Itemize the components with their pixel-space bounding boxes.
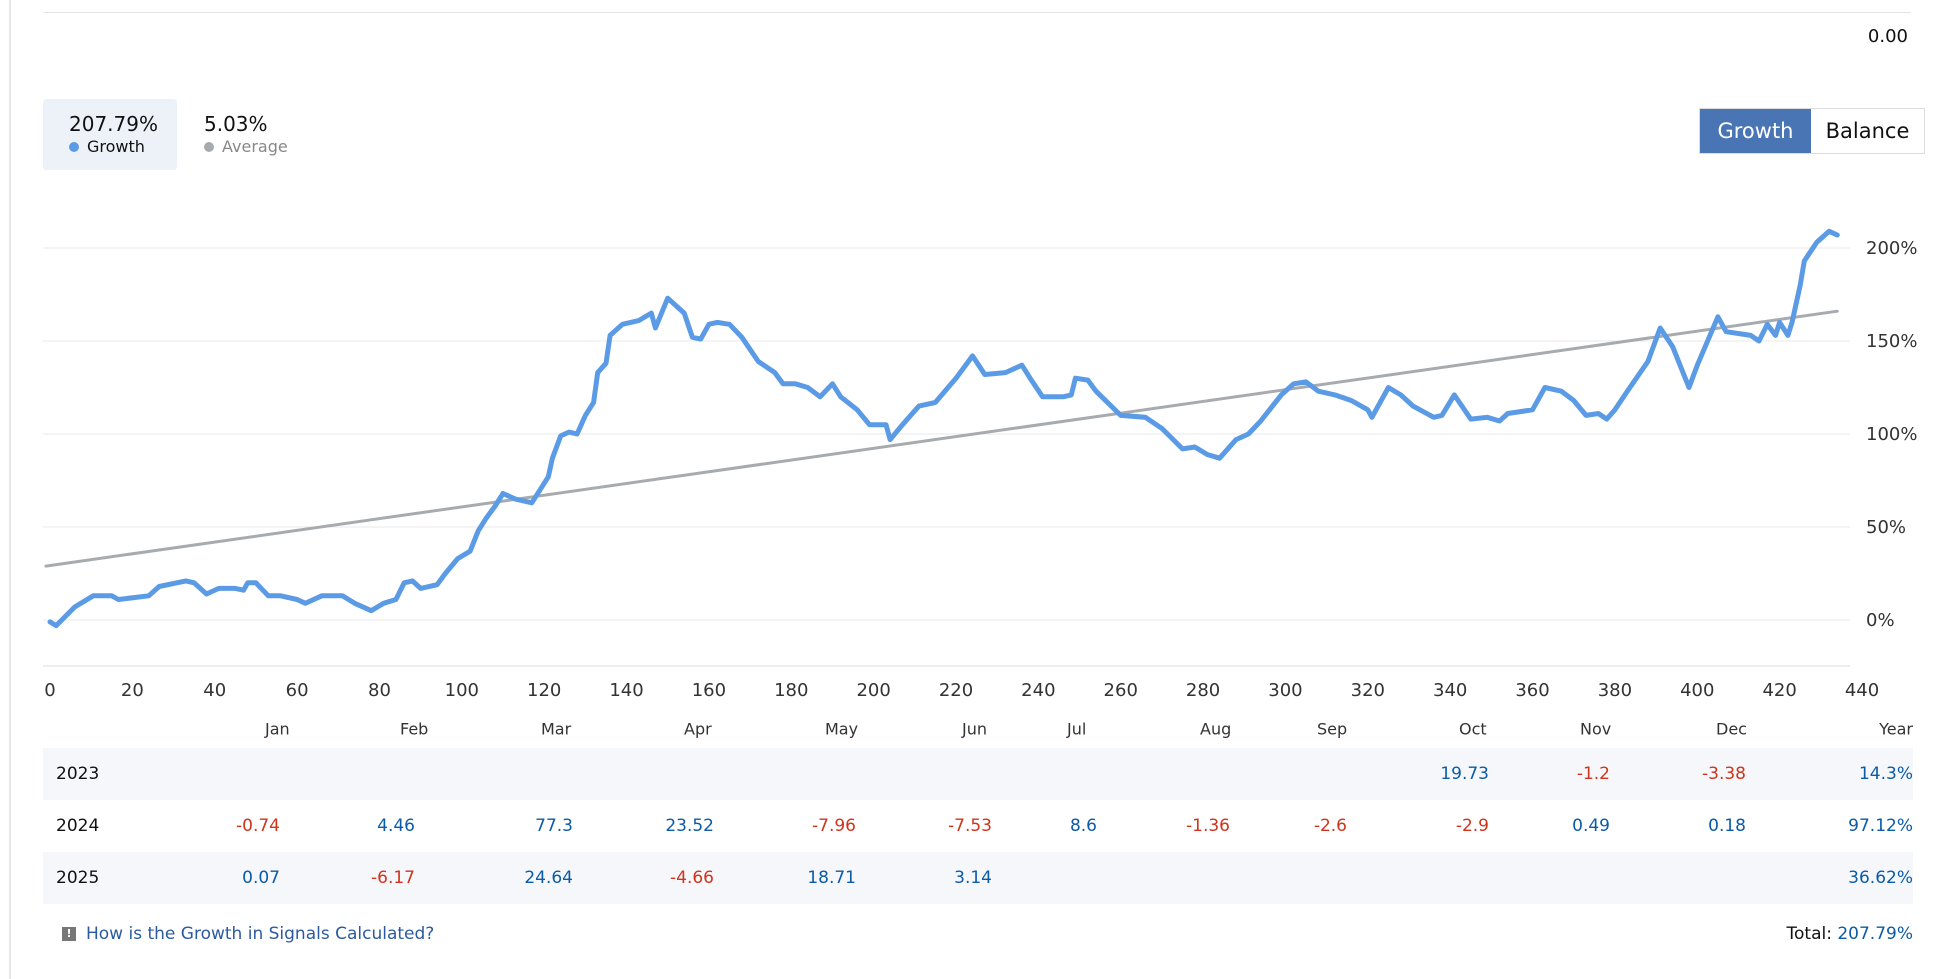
x-tick-label: 240 xyxy=(1021,680,1055,701)
x-tick-label: 380 xyxy=(1598,680,1632,701)
growth-chart: 0% 50% 100% 150% 200% 0 20 40 60 80 100 120 140 160 18… xyxy=(43,228,1917,701)
stat-growth-label: Growth xyxy=(87,137,145,156)
x-tick-label: 440 xyxy=(1845,680,1879,701)
column-header: Year xyxy=(1879,719,1913,739)
table-cell: -0.74 xyxy=(236,816,280,836)
x-tick-label: 120 xyxy=(527,680,561,701)
table-cell: 0.18 xyxy=(1708,816,1746,836)
x-tick-label: 40 xyxy=(203,680,226,701)
table-cell: 19.73 xyxy=(1440,764,1489,784)
column-header: Jan xyxy=(265,719,290,739)
table-cell: 8.6 xyxy=(1069,816,1097,836)
x-tick-label: 400 xyxy=(1680,680,1714,701)
table-cell: -1.2 xyxy=(1576,764,1610,784)
column-header: Oct xyxy=(1459,719,1487,739)
growth-info-link-text[interactable]: How is the Growth in Signals Calculated? xyxy=(86,924,435,944)
stat-average[interactable]: 5.03% Average xyxy=(178,99,318,170)
table-cell: 97.12% xyxy=(1848,816,1913,836)
x-tick-label: 420 xyxy=(1762,680,1796,701)
table-cell: -3.38 xyxy=(1702,764,1746,784)
x-tick-label: 180 xyxy=(774,680,808,701)
row-year: 2024 xyxy=(56,816,100,836)
series-line-average xyxy=(44,309,1839,568)
table-cell: 18.71 xyxy=(807,868,856,888)
x-tick-label: 60 xyxy=(286,680,309,701)
x-tick-label: 140 xyxy=(609,680,643,701)
y-tick-label: 100% xyxy=(1866,424,1917,445)
table-cell: 24.64 xyxy=(524,868,573,888)
x-tick-label: 80 xyxy=(368,680,391,701)
x-tick-label: 200 xyxy=(856,680,890,701)
stat-growth[interactable]: 207.79% Growth xyxy=(43,99,177,170)
info-icon: ! xyxy=(62,927,76,941)
stat-average-value: 5.03% xyxy=(204,112,268,136)
table-cell: -7.96 xyxy=(812,816,856,836)
x-tick-label: 320 xyxy=(1351,680,1385,701)
x-tick-label: 0 xyxy=(44,680,55,701)
table-cell: -2.9 xyxy=(1455,816,1489,836)
table-cell: 4.46 xyxy=(377,816,415,836)
growth-info-link[interactable]: ! How is the Growth in Signals Calculate… xyxy=(62,924,434,944)
row-year: 2025 xyxy=(56,868,100,888)
table-row: 2025 0.07 -6.17 24.64 -4.66 18.71 3.14 36.62% xyxy=(43,852,1913,904)
stat-average-label: Average xyxy=(222,137,288,156)
chart-mode-toggle: Growth Balance xyxy=(1699,108,1925,154)
x-tick-label: 360 xyxy=(1515,680,1549,701)
top-divider xyxy=(43,12,1911,13)
x-tick-label: 300 xyxy=(1268,680,1302,701)
table-cell: -1.36 xyxy=(1186,816,1230,836)
table-cell: -7.53 xyxy=(948,816,992,836)
balance-button[interactable]: Balance xyxy=(1811,109,1924,153)
average-legend-dot-icon xyxy=(204,142,214,152)
column-header: May xyxy=(825,719,859,739)
total-value: 207.79% xyxy=(1837,924,1913,944)
x-tick-label: 260 xyxy=(1104,680,1138,701)
column-header: Dec xyxy=(1716,719,1747,739)
total-growth: Total: 207.79% xyxy=(1787,924,1913,944)
x-tick-label: 160 xyxy=(692,680,726,701)
table-cell: -2.6 xyxy=(1313,816,1347,836)
column-header: Jun xyxy=(962,719,987,739)
table-cell: -6.17 xyxy=(371,868,415,888)
x-tick-label: 280 xyxy=(1186,680,1220,701)
top-value: 0.00 xyxy=(1867,26,1908,47)
table-row: 2024 -0.74 4.46 77.3 23.52 -7.96 -7.53 8.6 -1.36… xyxy=(43,800,1913,852)
y-tick-label: 0% xyxy=(1866,610,1895,631)
table-cell: 77.3 xyxy=(535,816,573,836)
table-cell: 0.49 xyxy=(1572,816,1610,836)
column-header: Mar xyxy=(541,719,572,739)
y-tick-label: 50% xyxy=(1866,517,1906,538)
x-tick-label: 20 xyxy=(121,680,144,701)
table-cell: 3.14 xyxy=(954,868,992,888)
y-tick-label: 200% xyxy=(1866,238,1917,259)
column-header: Jul xyxy=(1067,719,1087,739)
row-year: 2023 xyxy=(56,764,100,784)
series-line-growth xyxy=(47,228,1840,629)
column-header: Apr xyxy=(684,719,712,739)
x-tick-label: 100 xyxy=(445,680,479,701)
table-row: 2023 19.73 -1.2 -3.38 14.3% xyxy=(43,748,1913,800)
column-header: Sep xyxy=(1317,719,1348,739)
table-cell: 23.52 xyxy=(665,816,714,836)
column-header: Aug xyxy=(1200,719,1232,739)
monthly-returns-table: Jan Feb Mar Apr May Jun Jul Aug Sep Oct Nov Dec Year… xyxy=(43,710,1913,904)
column-header: Nov xyxy=(1580,719,1612,739)
column-header: Feb xyxy=(400,719,429,739)
growth-legend-dot-icon xyxy=(69,142,79,152)
left-border xyxy=(9,0,11,979)
y-tick-label: 150% xyxy=(1866,331,1917,352)
table-cell: 36.62% xyxy=(1848,868,1913,888)
x-tick-label: 220 xyxy=(939,680,973,701)
table-cell: 0.07 xyxy=(242,868,280,888)
table-header: Jan Feb Mar Apr May Jun Jul Aug Sep Oct Nov Dec Year xyxy=(43,710,1913,748)
x-tick-label: 340 xyxy=(1433,680,1467,701)
stat-growth-value: 207.79% xyxy=(69,112,158,136)
total-label: Total: xyxy=(1786,924,1832,944)
table-cell: 14.3% xyxy=(1858,764,1913,784)
table-cell: -4.66 xyxy=(670,868,714,888)
growth-button[interactable]: Growth xyxy=(1700,109,1811,153)
